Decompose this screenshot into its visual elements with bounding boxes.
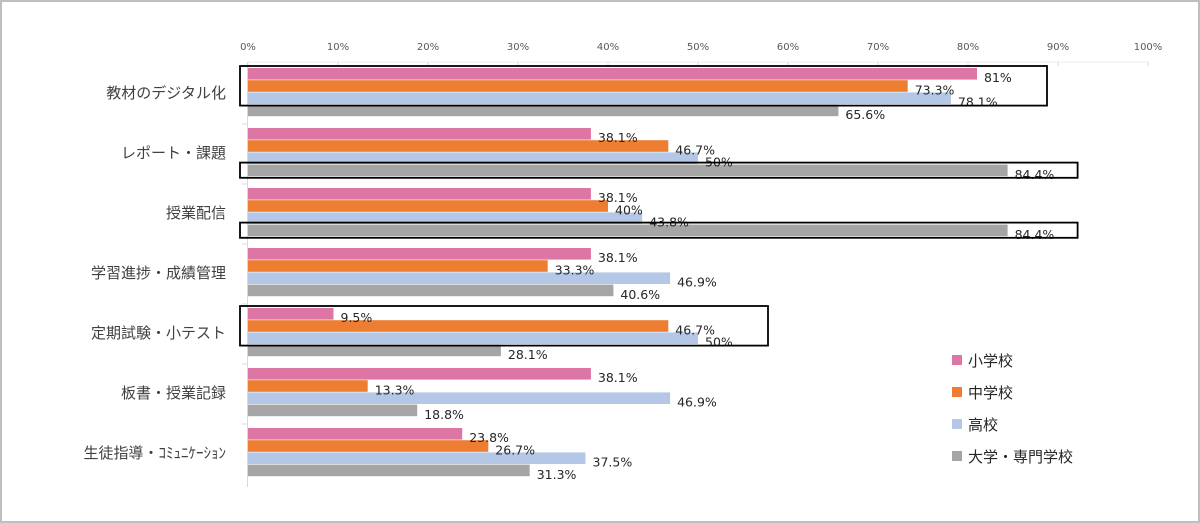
- x-axis-ticks: 0% 10% 20% 30% 40% 50% 60% 70% 80% 90% 100%: [240, 42, 1162, 53]
- data-label: 38.1%: [598, 370, 638, 385]
- legend-label: 大学・専門学校: [968, 448, 1073, 466]
- x-tick-label: 70%: [867, 42, 889, 53]
- data-label: 26.7%: [495, 442, 535, 457]
- highlight-box: [239, 305, 769, 347]
- bar-1: [248, 200, 608, 212]
- data-label: 23.8%: [469, 430, 509, 445]
- data-label: 38.1%: [598, 130, 638, 145]
- highlight-box: [239, 65, 1048, 107]
- bar-3: [248, 224, 1008, 237]
- legend-label: 小学校: [968, 352, 1013, 370]
- bar-0: [248, 368, 591, 380]
- data-label: 73.3%: [915, 82, 955, 97]
- category-label: 授業配信: [166, 204, 226, 222]
- bar-3: [248, 284, 614, 297]
- category-label: 学習進捗・成績管理: [91, 264, 226, 282]
- data-label: 33.3%: [555, 262, 595, 277]
- bar-2: [248, 212, 643, 224]
- highlight-box: [239, 161, 1079, 179]
- x-tick-label: 90%: [1047, 42, 1069, 53]
- data-label: 38.1%: [598, 250, 638, 265]
- bar-1: [248, 380, 368, 392]
- category-label: 教材のデジタル化: [106, 84, 226, 102]
- bar-1: [248, 440, 489, 452]
- data-label: 46.9%: [677, 395, 717, 410]
- data-label: 81%: [984, 70, 1012, 85]
- x-tick-label: 20%: [417, 42, 439, 53]
- bar-2: [248, 92, 951, 104]
- x-tick-label: 0%: [240, 42, 256, 53]
- legend-swatch-1: [952, 387, 962, 397]
- category-label: 生徒指導・ｺﾐｭﾆｹｰｼｮﾝ: [83, 444, 226, 462]
- legend-label: 高校: [968, 416, 998, 434]
- x-tick-label: 100%: [1134, 42, 1163, 53]
- data-label: 84.4%: [1015, 227, 1055, 242]
- bar-0: [248, 308, 334, 320]
- category-label: 定期試験・小テスト: [91, 324, 226, 342]
- data-label: 9.5%: [341, 310, 373, 325]
- x-tick-label: 60%: [777, 42, 799, 53]
- data-label: 37.5%: [593, 455, 633, 470]
- category-labels: 教材のデジタル化レポート・課題授業配信学習進捗・成績管理定期試験・小テスト板書・…: [83, 84, 226, 462]
- bar-1: [248, 260, 548, 272]
- bar-0: [248, 188, 591, 200]
- bars: [248, 68, 1008, 477]
- bar-2: [248, 272, 671, 284]
- bar-3: [248, 344, 501, 357]
- data-label: 46.7%: [675, 322, 715, 337]
- data-label: 46.9%: [677, 275, 717, 290]
- data-label: 65.6%: [845, 107, 885, 122]
- x-tick-label: 30%: [507, 42, 529, 53]
- x-tick-label: 80%: [957, 42, 979, 53]
- bar-1: [248, 140, 669, 152]
- data-label: 50%: [705, 335, 733, 350]
- data-label: 78.1%: [958, 95, 998, 110]
- x-tick-label: 50%: [687, 42, 709, 53]
- category-label: レポート・課題: [121, 144, 226, 162]
- bar-0: [248, 128, 591, 140]
- bar-0: [248, 428, 463, 440]
- data-label: 40.6%: [620, 287, 660, 302]
- bar-2: [248, 392, 671, 404]
- bar-2: [248, 332, 698, 344]
- category-label: 板書・授業記録: [121, 384, 226, 402]
- data-label: 84.4%: [1015, 167, 1055, 182]
- bar-0: [248, 68, 977, 80]
- bar-3: [248, 404, 418, 417]
- data-label: 40%: [615, 202, 643, 217]
- bar-1: [248, 80, 908, 92]
- data-label: 13.3%: [375, 382, 415, 397]
- legend-swatch-2: [952, 419, 962, 429]
- bar-3: [248, 104, 839, 117]
- x-tick-label: 10%: [327, 42, 349, 53]
- legend-label: 中学校: [968, 384, 1013, 402]
- legend-swatch-3: [952, 451, 962, 461]
- bar-1: [248, 320, 669, 332]
- bar-2: [248, 452, 586, 464]
- data-label: 38.1%: [598, 190, 638, 205]
- data-label: 31.3%: [537, 467, 577, 482]
- bar-3: [248, 464, 530, 477]
- x-tick-label: 40%: [597, 42, 619, 53]
- legend-swatch-0: [952, 355, 962, 365]
- data-label: 18.8%: [424, 407, 464, 422]
- data-label: 46.7%: [675, 142, 715, 157]
- bar-2: [248, 152, 698, 164]
- highlight-box: [239, 221, 1079, 239]
- highlight-boxes: [239, 65, 1079, 347]
- data-label: 28.1%: [508, 347, 548, 362]
- bar-0: [248, 248, 591, 260]
- data-labels: 81%73.3%78.1%65.6%38.1%46.7%50%84.4%38.1…: [341, 70, 1055, 482]
- bar-3: [248, 164, 1008, 177]
